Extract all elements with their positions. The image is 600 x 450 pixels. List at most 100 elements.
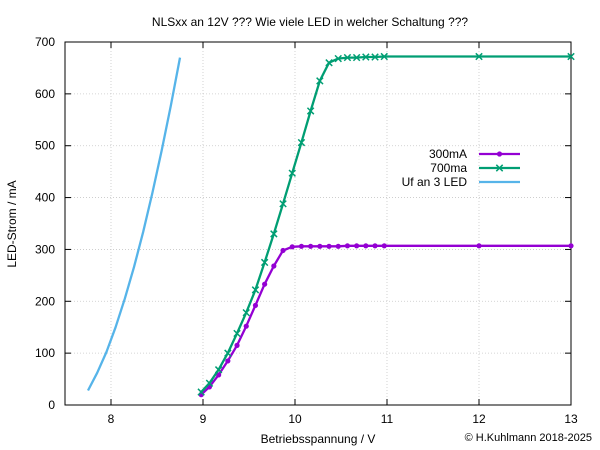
data-point bbox=[362, 53, 370, 61]
data-point bbox=[363, 243, 369, 249]
data-point-stroke bbox=[288, 169, 296, 177]
y-axis-label: LED-Strom / mA bbox=[5, 180, 19, 267]
data-point bbox=[308, 243, 314, 249]
data-point bbox=[214, 366, 223, 374]
data-point-stroke bbox=[197, 388, 205, 396]
y-tick-label: 700 bbox=[35, 35, 55, 49]
x-tick-label: 8 bbox=[108, 412, 115, 426]
legend-item: 300mA bbox=[429, 147, 520, 161]
y-tick-label: 400 bbox=[35, 191, 55, 205]
data-point-stroke bbox=[233, 329, 241, 338]
data-point-stroke bbox=[260, 258, 269, 267]
y-tick-label: 300 bbox=[35, 242, 55, 256]
chart-title: NLSxx an 12V ??? Wie viele LED in welche… bbox=[152, 15, 469, 29]
data-point bbox=[224, 349, 232, 357]
data-point bbox=[352, 53, 361, 62]
data-point bbox=[271, 263, 277, 269]
data-point bbox=[262, 281, 268, 287]
data-point-stroke bbox=[325, 59, 333, 67]
data-point bbox=[288, 169, 296, 177]
data-point bbox=[476, 243, 482, 249]
data-point bbox=[216, 372, 222, 378]
series-line-700ma bbox=[200, 55, 571, 393]
data-point bbox=[354, 243, 360, 249]
data-point bbox=[289, 244, 295, 250]
data-point bbox=[326, 243, 332, 249]
series-300ma bbox=[198, 243, 574, 398]
data-point bbox=[380, 52, 388, 61]
series-line-300ma bbox=[200, 244, 571, 396]
data-point bbox=[496, 151, 503, 157]
data-point-stroke bbox=[279, 200, 287, 208]
legend-item: Uf an 3 LED bbox=[402, 175, 520, 189]
data-point-stroke bbox=[316, 77, 324, 85]
data-point bbox=[260, 258, 269, 267]
data-point-stroke bbox=[352, 53, 361, 62]
data-point bbox=[325, 59, 333, 67]
copyright-note: © H.Kuhlmann 2018-2025 bbox=[465, 432, 592, 444]
x-tick-label: 9 bbox=[200, 412, 207, 426]
x-tick-label: 12 bbox=[472, 412, 486, 426]
legend-label: 700ma bbox=[430, 161, 467, 175]
data-point-stroke bbox=[306, 107, 315, 115]
series-line-uf-an-3-led bbox=[86, 57, 182, 392]
data-point bbox=[344, 243, 351, 249]
data-point bbox=[567, 52, 575, 61]
data-point-stroke bbox=[475, 52, 483, 61]
data-point bbox=[475, 52, 483, 61]
data-point bbox=[568, 243, 574, 249]
data-point bbox=[251, 286, 260, 294]
x-tick-label: 10 bbox=[288, 412, 302, 426]
y-tick-label: 0 bbox=[48, 398, 55, 412]
data-point bbox=[252, 302, 259, 309]
legend-item: 700ma bbox=[430, 161, 520, 175]
data-point bbox=[242, 308, 250, 317]
y-tick-label: 200 bbox=[35, 294, 55, 308]
data-point bbox=[297, 138, 306, 147]
data-point bbox=[343, 53, 352, 62]
data-point-stroke bbox=[362, 53, 370, 61]
data-point-stroke bbox=[205, 379, 214, 387]
data-point bbox=[317, 243, 323, 249]
data-point bbox=[371, 53, 379, 61]
x-axis-label: Betriebsspannung / V bbox=[261, 432, 376, 446]
y-tick-label: 600 bbox=[35, 87, 55, 101]
data-point bbox=[243, 323, 249, 329]
data-point bbox=[225, 358, 231, 364]
series-group bbox=[86, 52, 575, 398]
plot-frame bbox=[64, 41, 572, 406]
data-point bbox=[334, 54, 342, 63]
legend-label: Uf an 3 LED bbox=[402, 175, 468, 189]
data-point-stroke bbox=[343, 53, 352, 62]
y-tick-label: 500 bbox=[35, 139, 55, 153]
data-point bbox=[280, 247, 286, 254]
data-point bbox=[205, 379, 214, 387]
data-point-stroke bbox=[334, 54, 342, 63]
data-point bbox=[234, 342, 240, 348]
data-point-stroke bbox=[495, 164, 504, 172]
axis-ticks: 8 9 10 11 12 13 0 100 200 300 400 500 600 700 bbox=[35, 35, 578, 426]
data-point-stroke bbox=[214, 366, 223, 374]
data-point bbox=[298, 243, 305, 249]
data-point bbox=[372, 243, 378, 249]
y-tick-label: 100 bbox=[35, 346, 55, 360]
data-point-stroke bbox=[371, 53, 379, 61]
data-point-stroke bbox=[251, 286, 260, 294]
data-point-stroke bbox=[380, 52, 388, 61]
x-tick-label: 13 bbox=[564, 412, 578, 426]
data-point-stroke bbox=[224, 349, 232, 357]
data-point-stroke bbox=[270, 230, 278, 238]
x-tick-label: 11 bbox=[381, 412, 394, 426]
data-point-stroke bbox=[242, 308, 250, 317]
data-point bbox=[306, 107, 315, 115]
series-700ma bbox=[197, 52, 575, 396]
data-point bbox=[197, 388, 205, 396]
data-point bbox=[233, 329, 241, 338]
grid bbox=[65, 42, 571, 405]
data-point bbox=[316, 77, 324, 85]
data-point bbox=[270, 230, 278, 238]
data-point-stroke bbox=[567, 52, 575, 61]
legend-label: 300mA bbox=[429, 147, 467, 161]
